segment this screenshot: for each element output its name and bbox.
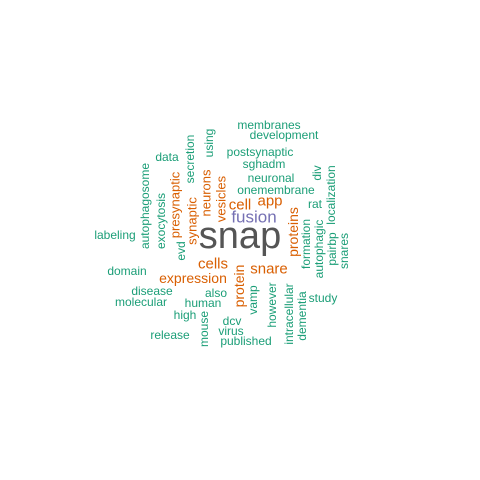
word-fusion: fusion bbox=[231, 207, 277, 227]
word-mouse: mouse bbox=[197, 310, 211, 348]
word-domain: domain bbox=[107, 264, 147, 278]
word-autophagic: autophagic bbox=[312, 219, 326, 279]
word-postsynaptic: postsynaptic bbox=[226, 145, 294, 159]
word-neuronal: neuronal bbox=[247, 171, 295, 185]
word-snap: snap bbox=[198, 215, 282, 257]
word-cells: cells bbox=[197, 255, 229, 273]
word-membranes: membranes bbox=[237, 118, 301, 132]
word-high: high bbox=[173, 308, 197, 322]
word-proteins: proteins bbox=[285, 207, 301, 257]
word-study: study bbox=[308, 291, 338, 305]
word-release: release bbox=[150, 328, 190, 342]
word-snare: snare bbox=[250, 260, 288, 278]
word-expression: expression bbox=[159, 270, 227, 286]
word-synaptic: synaptic bbox=[184, 197, 200, 245]
word-using: using bbox=[202, 128, 216, 158]
word-localization: localization bbox=[324, 165, 338, 225]
word-app: app bbox=[257, 192, 283, 210]
word-secretion: secretion bbox=[183, 134, 197, 184]
word-vamp: vamp bbox=[246, 285, 260, 315]
word-also: also bbox=[204, 286, 228, 300]
word-rat: rat bbox=[307, 197, 323, 211]
word-evd: evd bbox=[174, 241, 188, 261]
word-published: published bbox=[220, 334, 272, 348]
word-onemembrane: onemembrane bbox=[237, 183, 315, 197]
word-intracellular: intracellular bbox=[282, 283, 296, 345]
word-div: div bbox=[310, 165, 324, 181]
word-labeling: labeling bbox=[94, 228, 136, 242]
word-sghadm: sghadm bbox=[242, 157, 286, 171]
word-cell: cell bbox=[228, 196, 252, 214]
word-human: human bbox=[184, 296, 222, 310]
word-vesicles: vesicles bbox=[213, 175, 229, 223]
word-protein: protein bbox=[231, 264, 247, 308]
word-snares: snares bbox=[337, 232, 351, 270]
word-virus: virus bbox=[218, 324, 244, 338]
word-dementia: dementia bbox=[295, 291, 309, 341]
word-data: data bbox=[155, 150, 179, 164]
word-presynaptic: presynaptic bbox=[167, 171, 183, 239]
word-dcv: dcv bbox=[222, 314, 242, 328]
word-however: however bbox=[265, 282, 279, 328]
word-autophagosome: autophagosome bbox=[138, 162, 152, 250]
word-formation: formation bbox=[299, 218, 313, 270]
word-disease: disease bbox=[131, 284, 173, 298]
word-exocytosis: exocytosis bbox=[154, 192, 168, 250]
word-neurons: neurons bbox=[198, 169, 214, 217]
word-molecular: molecular bbox=[114, 295, 168, 309]
word-development: development bbox=[249, 128, 319, 142]
